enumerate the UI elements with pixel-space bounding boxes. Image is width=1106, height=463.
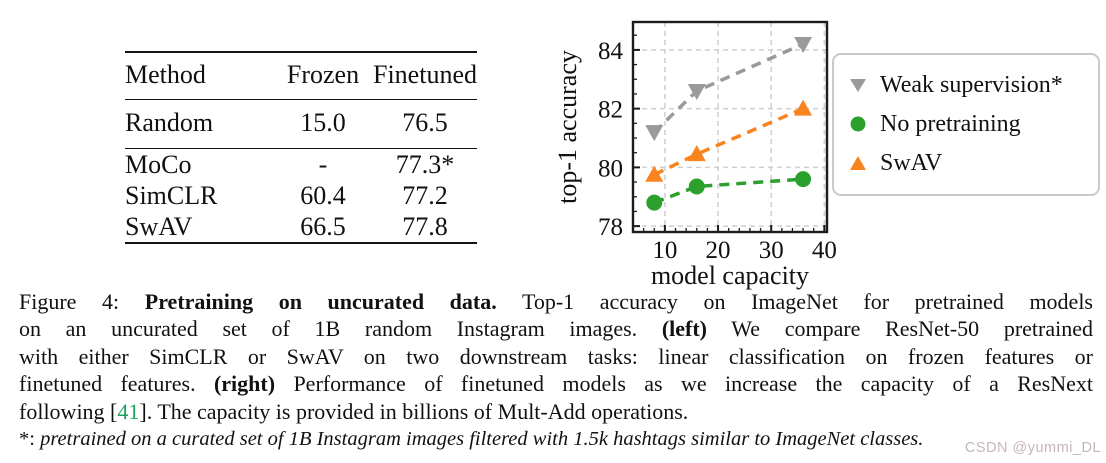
circle-icon [688,178,705,195]
triangle-down-icon [794,37,813,54]
caption-line: on an uncurated set of 1B random Instagr… [19,315,1093,342]
legend-item: No pretraining [848,111,1084,137]
svg-text:10: 10 [652,237,677,264]
caption-segment: following [ [19,398,118,424]
series-no-pretraining [646,171,812,211]
caption-line: finetuned features. (right) Performance … [19,370,1093,397]
caption-line: Figure 4: Pretraining on uncurated data.… [19,288,1093,315]
triangle-down-icon [850,79,866,93]
table-cell: 77.8 [402,212,448,242]
triangle-down-icon [687,84,706,101]
legend-label: SwAV [880,150,943,177]
column-header: Method [125,52,273,101]
legend-label: No pretraining [880,111,1021,138]
watermark: CSDN @yummi_DL [964,440,1101,456]
caption-line: following [41]. The capacity is provided… [19,398,1093,425]
results-table-head: Method Frozen Finetuned [125,52,477,101]
caption-segment: on an uncurated set of 1B random Instagr… [19,316,662,342]
series-swav [645,99,813,182]
svg-text:30: 30 [759,237,784,264]
table-cell: Random [125,99,273,149]
table-cell: - [318,149,328,179]
triangle-up-icon [794,99,813,116]
table-cell: 15.0 [273,99,373,149]
results-table-body: Random 15.0 76.5 MoCo -77.3* SimCLR 60.4 77.2 Sw… [125,99,477,244]
legend-item: Weak supervision* [848,72,1084,98]
chart-legend: Weak supervision* No pretraining SwAV [832,53,1100,196]
caption-footnote: *: pretrained on a curated set of 1B Ins… [19,426,1093,452]
circle-icon [850,116,866,132]
accuracy-chart-svg: 10 20 30 40 78 80 82 84 model capacity top-1 accu… [558,20,837,290]
caption-segment: *: [19,428,41,451]
legend-item: SwAV [848,150,1084,176]
table-header-row: Method Frozen Finetuned [125,52,477,101]
caption-segment: ]. The capacity is provided in billions … [139,398,689,424]
figure-caption: Figure 4: Pretraining on uncurated data.… [19,288,1093,452]
table-row: SimCLR 60.4 77.2 [125,180,477,211]
caption-line: with either SimCLR or SwAV on two downst… [19,343,1093,370]
svg-text:20: 20 [706,237,731,264]
caption-segment: We compare ResNet-50 pretrained [707,316,1094,342]
accuracy-chart: 10 20 30 40 78 80 82 84 model capacity top-1 accu… [558,8,850,292]
circle-icon [646,194,663,211]
table-row: MoCo - 77.3* [125,148,477,180]
caption-segment: Performance of finetuned models as we in… [275,371,1093,397]
table-cell: SimCLR [125,180,218,210]
caption-segment: Pretraining on uncurated data. [144,289,497,314]
table-cell: MoCo [125,149,192,179]
table-cell: SwAV [125,212,193,242]
triangle-up-icon [850,156,866,171]
svg-text:80: 80 [598,155,623,182]
results-table: Method Frozen Finetuned Random 15.0 76.5 MoCo… [125,51,477,245]
table-cell: 66.5 [300,212,346,242]
legend-label: Weak supervision* [880,72,1063,99]
caption-segment: finetuned features. [19,371,214,397]
triangle-up-icon [645,165,664,182]
series-weak-supervision [645,37,813,142]
tick-marks [632,34,826,232]
column-header: Finetuned [373,52,477,101]
caption-segment: Top-1 accuracy on ImageNet for pretraine… [496,289,1093,314]
table-cell: 77.2 [402,180,448,210]
caption-segment: pretrained on a curated set of 1B Instag… [40,428,924,451]
y-axis-label: top-1 accuracy [558,50,582,204]
circle-icon [795,171,812,188]
table-row: SwAV 66.5 77.8 [125,211,477,243]
caption-segment: with either SimCLR or SwAV on two downst… [19,343,1093,369]
x-axis-label: model capacity [651,261,809,290]
table-cell: 76.5 [373,99,477,149]
svg-text:82: 82 [598,97,623,124]
table-row: Random 15.0 76.5 [125,99,477,149]
svg-text:78: 78 [598,214,623,241]
caption-segment: Figure 4: [19,289,145,314]
svg-text:40: 40 [812,237,837,264]
caption-segment: (left) [661,316,708,342]
plot-frame [631,20,829,234]
tick-labels: 10 20 30 40 78 80 82 84 [598,38,837,264]
svg-text:84: 84 [598,38,624,65]
caption-segment: 41 [117,398,140,424]
table-cell: 60.4 [300,180,346,210]
triangle-down-icon [645,125,664,142]
figure-table: Method Frozen Finetuned Random 15.0 76.5 MoCo… [125,51,477,245]
caption-segment: (right) [213,371,276,397]
triangle-up-icon [687,145,706,162]
column-header: Frozen [273,52,373,101]
gridlines [633,22,827,232]
table-cell: 77.3* [395,149,455,179]
